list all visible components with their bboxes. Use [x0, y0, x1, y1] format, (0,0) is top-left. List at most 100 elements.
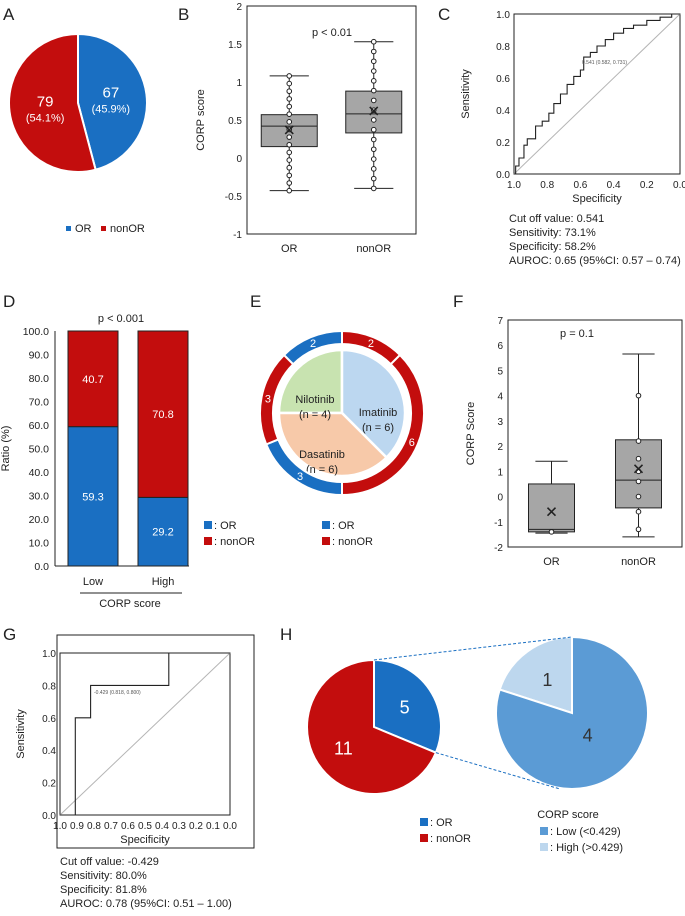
legend-swatch-nonor: [322, 537, 330, 545]
detail-slice-low: [495, 635, 649, 790]
data-point: [635, 455, 642, 462]
x-category-label: nonOR: [621, 556, 656, 568]
data-point: [370, 48, 377, 55]
x-tick-label: 0.3: [172, 821, 186, 832]
roc-curve: [514, 13, 680, 175]
data-point: [286, 119, 293, 125]
inner-slice-nilotinib: [277, 348, 344, 415]
mean-marker: [369, 106, 379, 116]
y-tick-label: 0.2: [42, 779, 56, 790]
roc-stat-line: Sensitivity: 80.0%: [60, 870, 147, 882]
data-point: [370, 68, 377, 74]
y-tick-label: 0: [497, 493, 503, 504]
box-nonor: [345, 38, 403, 192]
data-point: [286, 134, 293, 140]
legend-label-nonor: : nonOR: [332, 536, 373, 548]
inner-slice-imatinib: [340, 348, 407, 460]
reference-diagonal: [59, 652, 231, 816]
panel-letter-h: H: [280, 625, 293, 644]
panel-letter-f: F: [453, 292, 464, 311]
y-tick-label: 1.5: [228, 40, 242, 51]
y-tick-label: 0.0: [42, 811, 56, 822]
panel-letter-b: B: [178, 5, 190, 24]
legend-swatch-or: [204, 521, 212, 529]
y-tick-label: 20.0: [29, 514, 50, 526]
y-tick-label: 1.0: [42, 649, 56, 660]
data-point: [286, 164, 293, 171]
legend-label-nonor: nonOR: [110, 223, 145, 235]
ring-segment-label: 3: [297, 471, 303, 483]
y-tick-label: 0.2: [496, 138, 510, 149]
panel-letter-g: G: [3, 625, 17, 644]
x-tick-label: 0.8: [540, 180, 554, 191]
roc-stat-line: Cut off value: 0.541: [509, 213, 604, 225]
y-axis-label: CORP Score: [465, 402, 477, 465]
y-tick-label: 1: [497, 467, 503, 478]
x-axis-label: Specificity: [572, 193, 622, 205]
y-tick-label: 0.6: [42, 714, 56, 725]
x-tick-label: 0.0: [673, 180, 685, 191]
data-point: [370, 58, 377, 65]
data-point: [370, 117, 377, 123]
data-point: [286, 141, 293, 148]
x-category-label: High: [152, 576, 175, 588]
box-nonor: [615, 353, 662, 538]
data-point: [635, 478, 642, 485]
data-point: [635, 493, 642, 500]
data-point: [370, 146, 377, 153]
plot-frame: [59, 652, 231, 816]
y-tick-label: 10.0: [29, 538, 50, 550]
x-tick-label: 0.5: [138, 821, 152, 832]
bar-value-label: 29.2: [152, 527, 173, 539]
box-or: [260, 73, 318, 194]
inner-slice-name: Nilotinib: [295, 394, 334, 406]
p-value-annotation: p < 0.001: [98, 313, 144, 325]
x-axis-label: Specificity: [120, 834, 170, 846]
box-iqr: [528, 483, 575, 533]
x-tick-label: 0.4: [607, 180, 621, 191]
roc-stat-line: Cut off value: -0.429: [60, 856, 159, 868]
pie-slice-nonor: [8, 32, 97, 173]
legend-swatch-high: [540, 843, 548, 851]
inner-slice-dasatinib: [277, 411, 389, 478]
ring-segment-label: 2: [368, 338, 374, 350]
y-tick-label: -1: [233, 230, 242, 241]
detail-legend-title: CORP score: [537, 809, 599, 821]
y-tick-label: 0.6: [496, 74, 510, 85]
legend-label-nonor: : nonOR: [214, 536, 255, 548]
y-tick-label: 2: [497, 442, 503, 453]
roc-stat-line: Sensitivity: 73.1%: [509, 227, 596, 239]
bar-segment-nonor: [137, 330, 189, 498]
data-point: [370, 185, 377, 192]
y-tick-label: 90.0: [29, 350, 50, 362]
panel-letter-d: D: [3, 292, 16, 311]
ring-segment-label: 3: [265, 393, 271, 405]
connector-line: [435, 752, 561, 790]
y-tick-label: -2: [494, 543, 503, 554]
legend-label-high: : High (>0.429): [550, 842, 623, 854]
legend-label-low: : Low (<0.429): [550, 826, 621, 838]
x-tick-label: 0.2: [189, 821, 203, 832]
legend-swatch-low: [540, 827, 548, 835]
roc-curve: [60, 652, 230, 816]
cutoff-point-label: 0.541 (0.582, 0.731): [582, 60, 627, 66]
y-tick-label: 0.0: [34, 561, 49, 573]
x-tick-label: 0.2: [640, 180, 654, 191]
data-point: [370, 126, 377, 133]
legend-swatch-or: [420, 818, 428, 826]
y-tick-label: 0.4: [496, 106, 510, 117]
y-tick-label: -0.5: [225, 192, 243, 203]
panel-letter-e: E: [250, 292, 262, 311]
data-point: [635, 526, 642, 533]
data-point: [286, 80, 293, 87]
mean-marker: [546, 507, 557, 517]
y-tick-label: 40.0: [29, 467, 50, 479]
bar-segment-nonor: [67, 330, 119, 428]
y-tick-label: 100.0: [23, 326, 49, 338]
y-tick-label: 6: [497, 341, 503, 352]
y-tick-label: 3: [497, 417, 503, 428]
legend-label-or: : OR: [332, 520, 355, 532]
connector-line: [373, 636, 573, 661]
legend-swatch-nonor: [420, 834, 428, 842]
